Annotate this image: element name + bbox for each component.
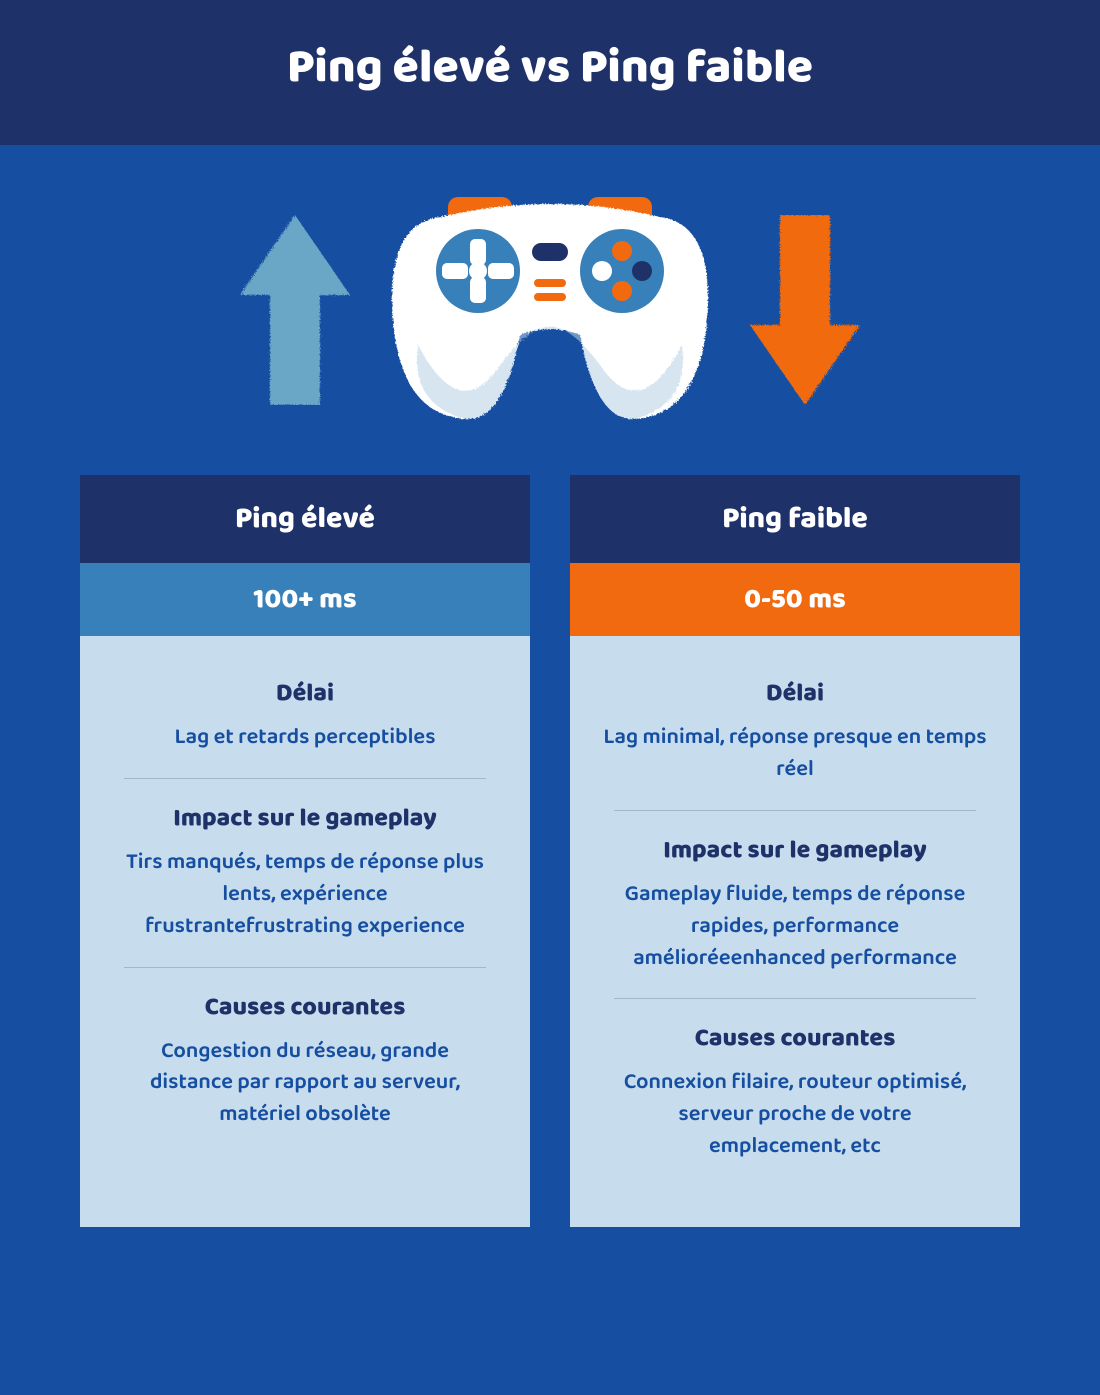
section-heading: Délai	[600, 674, 990, 714]
section-text: Lag et retards perceptibles	[110, 722, 500, 754]
section-text: Connexion filaire, routeur optimisé, ser…	[614, 1067, 976, 1163]
card-ping-low: Ping faible 0-50 ms Délai Lag minimal, r…	[570, 475, 1020, 1227]
hero-illustration	[80, 145, 1020, 475]
cards-row: Ping élevé 100+ ms Délai Lag et retards …	[80, 475, 1020, 1227]
section-text: Gameplay fluide, temps de réponse rapide…	[614, 879, 976, 975]
section-text: Tirs manqués, temps de réponse plus lent…	[124, 847, 486, 943]
section-heading: Délai	[110, 674, 500, 714]
section-heading: Impact sur le gameplay	[124, 799, 486, 839]
card-title-high: Ping élevé	[80, 475, 530, 563]
section-heading: Impact sur le gameplay	[614, 831, 976, 871]
card-title-low: Ping faible	[570, 475, 1020, 563]
controller-icon	[390, 195, 710, 425]
section-text: Lag minimal, réponse presque en temps ré…	[600, 722, 990, 786]
card-ping-high: Ping élevé 100+ ms Délai Lag et retards …	[80, 475, 530, 1227]
arrow-up-icon	[240, 215, 350, 405]
page-title: Ping élevé vs Ping faible	[0, 30, 1100, 107]
section-delay-low: Délai Lag minimal, réponse presque en te…	[600, 662, 990, 810]
section-delay-high: Délai Lag et retards perceptibles	[110, 662, 500, 778]
card-body-low: Délai Lag minimal, réponse presque en te…	[570, 636, 1020, 1227]
section-causes-high: Causes courantes Congestion du réseau, g…	[124, 967, 486, 1156]
section-heading: Causes courantes	[124, 988, 486, 1028]
section-gameplay-high: Impact sur le gameplay Tirs manqués, tem…	[124, 778, 486, 967]
ping-metric-high: 100+ ms	[80, 563, 530, 636]
arrow-down-icon	[750, 215, 860, 405]
section-heading: Causes courantes	[614, 1019, 976, 1059]
main: Ping élevé 100+ ms Délai Lag et retards …	[0, 145, 1100, 1287]
section-gameplay-low: Impact sur le gameplay Gameplay fluide, …	[614, 810, 976, 999]
header: Ping élevé vs Ping faible	[0, 0, 1100, 145]
section-causes-low: Causes courantes Connexion filaire, rout…	[614, 998, 976, 1187]
section-text: Congestion du réseau, grande distance pa…	[124, 1036, 486, 1132]
card-body-high: Délai Lag et retards perceptibles Impact…	[80, 636, 530, 1227]
ping-metric-low: 0-50 ms	[570, 563, 1020, 636]
